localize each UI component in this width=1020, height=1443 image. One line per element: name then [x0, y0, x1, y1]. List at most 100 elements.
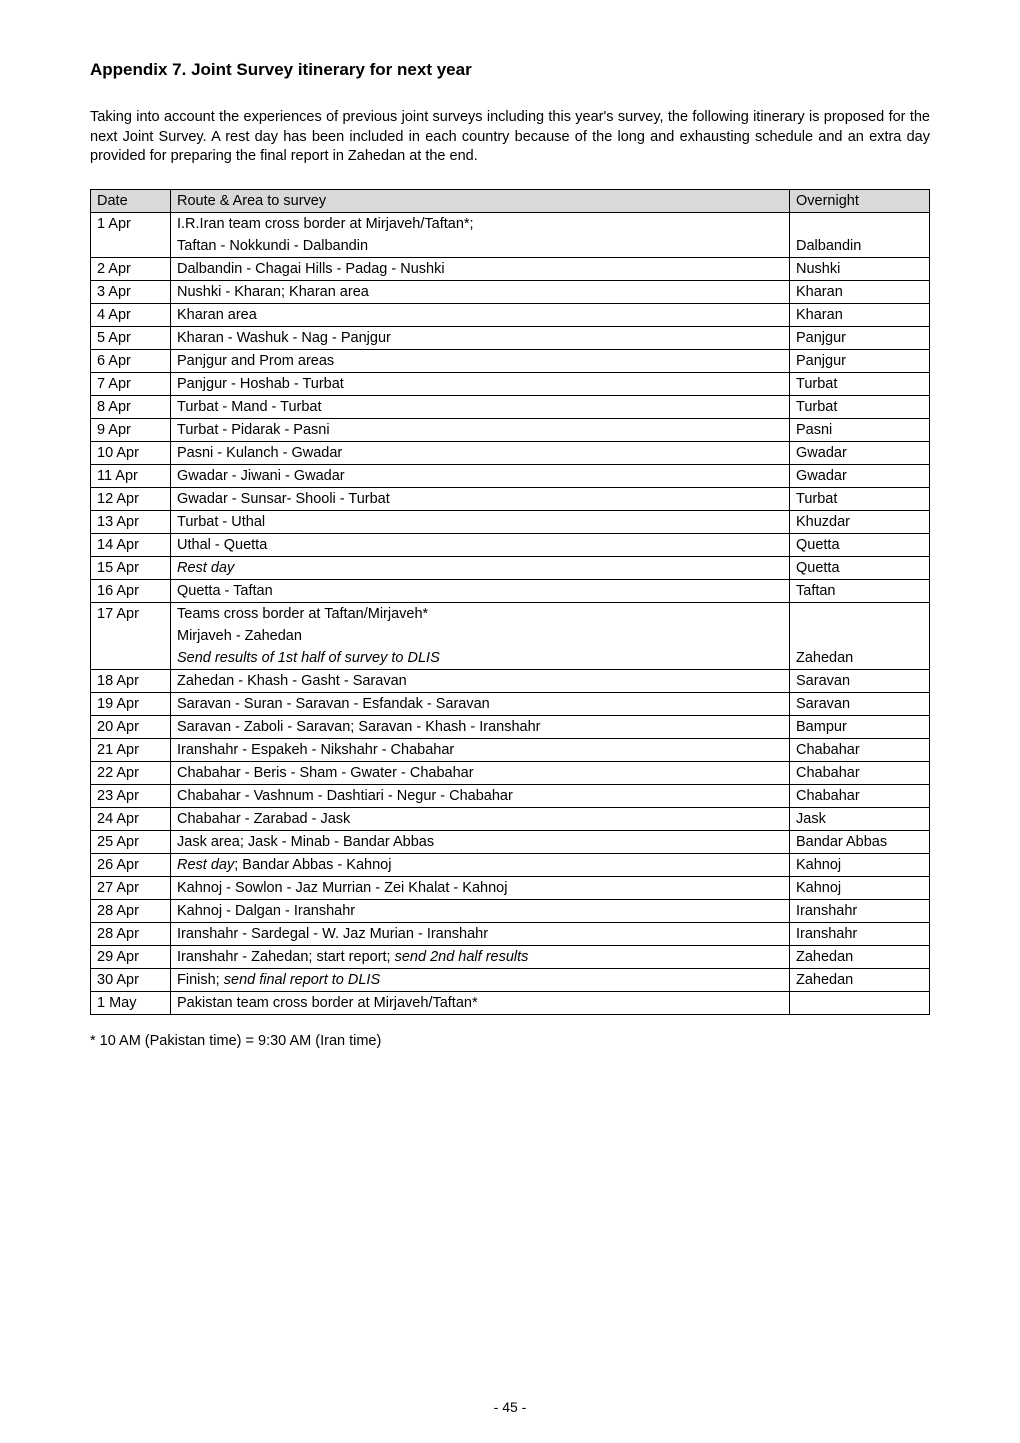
table-row: 23 AprChabahar - Vashnum - Dashtiari - N…	[91, 784, 930, 807]
cell-route: Iranshahr - Sardegal - W. Jaz Murian - I…	[171, 922, 790, 945]
cell-date: 12 Apr	[91, 487, 171, 510]
cell-overnight: Zahedan	[790, 945, 930, 968]
cell-overnight: Chabahar	[790, 761, 930, 784]
table-row: 4 AprKharan areaKharan	[91, 303, 930, 326]
cell-route: I.R.Iran team cross border at Mirjaveh/T…	[171, 212, 790, 235]
cell-route: Panjgur and Prom areas	[171, 349, 790, 372]
table-row: 14 AprUthal - QuettaQuetta	[91, 533, 930, 556]
table-row: Mirjaveh - Zahedan	[91, 625, 930, 647]
cell-overnight: Chabahar	[790, 738, 930, 761]
table-row: 3 AprNushki - Kharan; Kharan areaKharan	[91, 280, 930, 303]
cell-overnight: Panjgur	[790, 326, 930, 349]
cell-overnight	[790, 991, 930, 1014]
cell-date: 26 Apr	[91, 853, 171, 876]
cell-date: 11 Apr	[91, 464, 171, 487]
cell-route: Taftan - Nokkundi - Dalbandin	[171, 235, 790, 258]
cell-date: 24 Apr	[91, 807, 171, 830]
cell-overnight: Chabahar	[790, 784, 930, 807]
cell-route: Uthal - Quetta	[171, 533, 790, 556]
cell-overnight: Gwadar	[790, 441, 930, 464]
cell-overnight: Pasni	[790, 418, 930, 441]
cell-route: Gwadar - Sunsar- Shooli - Turbat	[171, 487, 790, 510]
header-date: Date	[91, 189, 171, 212]
cell-route: Pakistan team cross border at Mirjaveh/T…	[171, 991, 790, 1014]
table-row: 28 AprKahnoj - Dalgan - IranshahrIransha…	[91, 899, 930, 922]
cell-route: Gwadar - Jiwani - Gwadar	[171, 464, 790, 487]
cell-overnight: Zahedan	[790, 647, 930, 670]
cell-route: Send results of 1st half of survey to DL…	[171, 647, 790, 670]
cell-overnight: Bampur	[790, 715, 930, 738]
table-row: 9 AprTurbat - Pidarak - PasniPasni	[91, 418, 930, 441]
cell-overnight: Kahnoj	[790, 853, 930, 876]
cell-route: Saravan - Zaboli - Saravan; Saravan - Kh…	[171, 715, 790, 738]
cell-overnight: Panjgur	[790, 349, 930, 372]
cell-route: Pasni - Kulanch - Gwadar	[171, 441, 790, 464]
cell-overnight: Bandar Abbas	[790, 830, 930, 853]
table-row: 18 AprZahedan - Khash - Gasht - SaravanS…	[91, 669, 930, 692]
header-overnight: Overnight	[790, 189, 930, 212]
table-row: 7 AprPanjgur - Hoshab - TurbatTurbat	[91, 372, 930, 395]
cell-overnight	[790, 212, 930, 235]
cell-overnight: Turbat	[790, 395, 930, 418]
cell-overnight: Kahnoj	[790, 876, 930, 899]
cell-date: 27 Apr	[91, 876, 171, 899]
cell-date: 22 Apr	[91, 761, 171, 784]
cell-date: 23 Apr	[91, 784, 171, 807]
table-row: 5 AprKharan - Washuk - Nag - PanjgurPanj…	[91, 326, 930, 349]
cell-route: Turbat - Uthal	[171, 510, 790, 533]
cell-route: Dalbandin - Chagai Hills - Padag - Nushk…	[171, 257, 790, 280]
cell-route: Kahnoj - Dalgan - Iranshahr	[171, 899, 790, 922]
table-row: 20 AprSaravan - Zaboli - Saravan; Sarava…	[91, 715, 930, 738]
table-row: 29 AprIranshahr - Zahedan; start report;…	[91, 945, 930, 968]
cell-route: Panjgur - Hoshab - Turbat	[171, 372, 790, 395]
cell-date: 30 Apr	[91, 968, 171, 991]
itinerary-body: 1 AprI.R.Iran team cross border at Mirja…	[91, 212, 930, 1014]
table-row: 11 AprGwadar - Jiwani - GwadarGwadar	[91, 464, 930, 487]
table-row: 24 AprChabahar - Zarabad - JaskJask	[91, 807, 930, 830]
cell-route: Turbat - Mand - Turbat	[171, 395, 790, 418]
cell-overnight: Nushki	[790, 257, 930, 280]
table-header-row: Date Route & Area to survey Overnight	[91, 189, 930, 212]
cell-route: Kharan - Washuk - Nag - Panjgur	[171, 326, 790, 349]
cell-route: Chabahar - Beris - Sham - Gwater - Chaba…	[171, 761, 790, 784]
table-row: 22 AprChabahar - Beris - Sham - Gwater -…	[91, 761, 930, 784]
cell-overnight: Turbat	[790, 487, 930, 510]
table-row: Send results of 1st half of survey to DL…	[91, 647, 930, 670]
cell-date: 21 Apr	[91, 738, 171, 761]
cell-date: 1 May	[91, 991, 171, 1014]
table-row: 25 AprJask area; Jask - Minab - Bandar A…	[91, 830, 930, 853]
cell-overnight: Iranshahr	[790, 899, 930, 922]
cell-date: 20 Apr	[91, 715, 171, 738]
cell-overnight: Zahedan	[790, 968, 930, 991]
table-row: 8 AprTurbat - Mand - TurbatTurbat	[91, 395, 930, 418]
cell-overnight: Quetta	[790, 533, 930, 556]
cell-route: Nushki - Kharan; Kharan area	[171, 280, 790, 303]
cell-route: Kharan area	[171, 303, 790, 326]
cell-route: Rest day	[171, 556, 790, 579]
cell-overnight: Kharan	[790, 280, 930, 303]
cell-date: 19 Apr	[91, 692, 171, 715]
cell-route: Quetta - Taftan	[171, 579, 790, 602]
cell-route: Chabahar - Zarabad - Jask	[171, 807, 790, 830]
cell-route: Rest day; Bandar Abbas - Kahnoj	[171, 853, 790, 876]
table-row: 28 AprIranshahr - Sardegal - W. Jaz Muri…	[91, 922, 930, 945]
cell-overnight: Iranshahr	[790, 922, 930, 945]
cell-route: Teams cross border at Taftan/Mirjaveh*	[171, 602, 790, 625]
cell-date: 28 Apr	[91, 922, 171, 945]
table-row: 10 AprPasni - Kulanch - GwadarGwadar	[91, 441, 930, 464]
cell-route: Zahedan - Khash - Gasht - Saravan	[171, 669, 790, 692]
table-row: 17 AprTeams cross border at Taftan/Mirja…	[91, 602, 930, 625]
itinerary-table: Date Route & Area to survey Overnight 1 …	[90, 189, 930, 1015]
cell-date: 1 Apr	[91, 212, 171, 257]
table-row: 16 AprQuetta - TaftanTaftan	[91, 579, 930, 602]
cell-overnight: Gwadar	[790, 464, 930, 487]
cell-overnight	[790, 602, 930, 625]
table-row: 6 AprPanjgur and Prom areasPanjgur	[91, 349, 930, 372]
cell-date: 14 Apr	[91, 533, 171, 556]
table-row: 15 AprRest dayQuetta	[91, 556, 930, 579]
table-row: 2 AprDalbandin - Chagai Hills - Padag - …	[91, 257, 930, 280]
table-row: 26 AprRest day; Bandar Abbas - KahnojKah…	[91, 853, 930, 876]
cell-date: 3 Apr	[91, 280, 171, 303]
table-row: Taftan - Nokkundi - DalbandinDalbandin	[91, 235, 930, 258]
cell-date: 17 Apr	[91, 602, 171, 669]
